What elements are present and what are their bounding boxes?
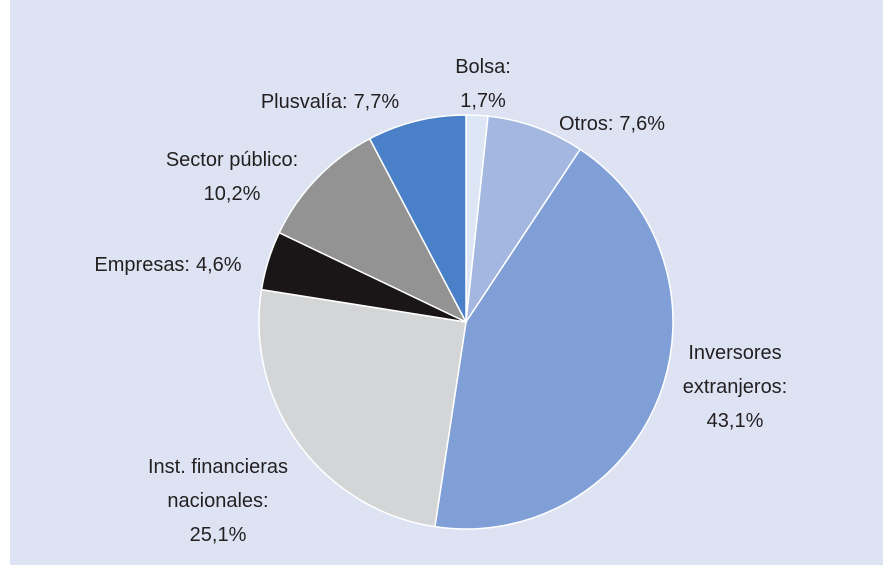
value-label: 7,6%	[619, 113, 666, 135]
slice-label: Empresas: 4,6%	[94, 248, 241, 282]
value-label: 4,6%	[196, 254, 242, 276]
slice-label: Inst. financieras nacionales: 25,1%	[128, 450, 308, 552]
slice-label: Inversores extranjeros: 43,1%	[665, 336, 805, 438]
pie-slice	[278, 137, 468, 324]
slice-label: Bolsa: 1,7%	[423, 50, 543, 118]
pie-slice	[465, 115, 582, 323]
category-label: Inversores extranjeros:	[682, 342, 788, 398]
slice-label: Plusvalía: 7,7%	[261, 85, 399, 119]
slice-label: Sector público: 10,2%	[147, 143, 317, 211]
category-label: Bolsa:	[455, 56, 511, 78]
value-label: 43,1%	[706, 410, 764, 432]
category-label: Empresas:	[94, 254, 190, 276]
value-label: 10,2%	[203, 183, 261, 205]
category-label: Sector público:	[165, 149, 299, 171]
pie-slice	[434, 148, 674, 530]
pie-slice	[258, 288, 467, 528]
category-label: Inst. financieras nacionales:	[147, 456, 289, 512]
value-label: 7,7%	[353, 91, 400, 113]
value-label: 25,1%	[189, 524, 247, 546]
pie-slice	[368, 114, 467, 323]
slice-label: Otros: 7,6%	[559, 107, 665, 141]
category-label: Otros:	[558, 113, 614, 135]
category-label: Plusvalía:	[260, 91, 348, 113]
value-label: 1,7%	[460, 90, 506, 112]
